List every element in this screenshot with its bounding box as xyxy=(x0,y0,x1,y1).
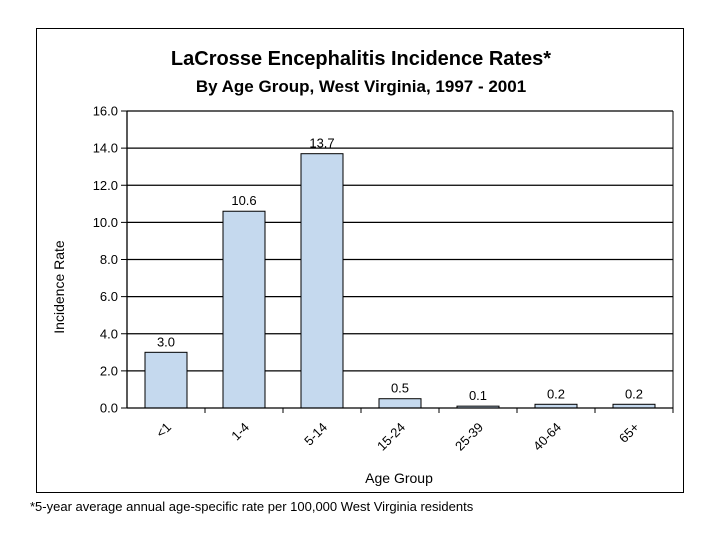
y-tick-label: 0.0 xyxy=(100,401,118,416)
data-label: 10.6 xyxy=(231,193,256,208)
y-tick-label: 16.0 xyxy=(93,104,118,119)
footnote: *5-year average annual age-specific rate… xyxy=(30,499,474,514)
y-tick-label: 14.0 xyxy=(93,141,118,156)
data-label: 0.2 xyxy=(547,386,565,401)
x-tick-label: 1-4 xyxy=(228,420,252,444)
data-label: 0.1 xyxy=(469,388,487,403)
y-axis-title: Incidence Rate xyxy=(51,240,67,334)
bar xyxy=(144,351,188,409)
y-tick-label: 6.0 xyxy=(100,289,118,304)
bar-chart: LaCrosse Encephalitis Incidence Rates* B… xyxy=(51,48,674,486)
x-tick-label: 40-64 xyxy=(530,420,564,454)
x-tick-label: 5-14 xyxy=(301,420,330,449)
data-label: 0.2 xyxy=(625,386,643,401)
x-axis-title: Age Group xyxy=(365,470,433,486)
bar xyxy=(300,153,344,409)
y-tick-label: 2.0 xyxy=(100,363,118,378)
x-tick-label: <1 xyxy=(153,420,174,441)
x-tick-label: 25-39 xyxy=(452,420,486,454)
data-label: 13.7 xyxy=(309,136,334,151)
chart-frame: LaCrosse Encephalitis Incidence Rates* B… xyxy=(36,28,684,493)
bar xyxy=(378,398,422,409)
x-tick-label: 65+ xyxy=(616,420,642,446)
y-tick-label: 4.0 xyxy=(100,326,118,341)
y-tick-label: 8.0 xyxy=(100,252,118,267)
data-label: 0.5 xyxy=(391,381,409,396)
chart-subtitle: By Age Group, West Virginia, 1997 - 2001 xyxy=(196,77,526,96)
x-tick-label: 15-24 xyxy=(374,420,408,454)
bar xyxy=(222,210,266,409)
data-label: 3.0 xyxy=(157,334,175,349)
y-tick-label: 10.0 xyxy=(93,215,118,230)
chart-title: LaCrosse Encephalitis Incidence Rates* xyxy=(171,48,551,70)
y-tick-label: 12.0 xyxy=(93,178,118,193)
